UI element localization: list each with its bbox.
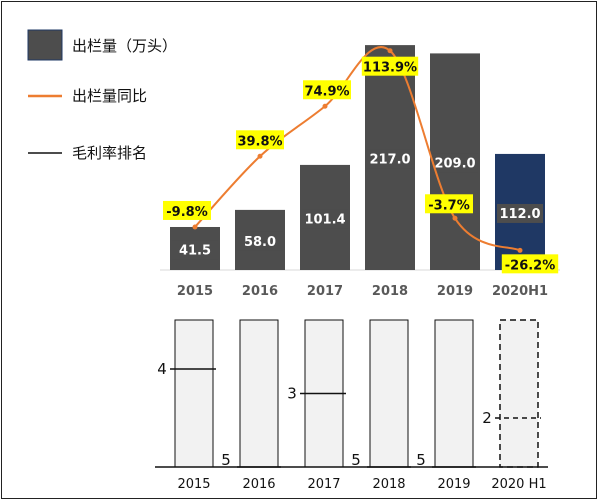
upper-x-tick: 2018 (372, 284, 408, 299)
volume-label-bg (497, 203, 543, 223)
yoy-label-bg (501, 254, 559, 274)
volume-label-bg (432, 153, 478, 173)
yoy-point (192, 224, 198, 230)
legend-volume-swatch (27, 29, 63, 61)
lower-x-tick: 2016 (242, 477, 275, 492)
rank-box (369, 319, 409, 468)
yoy-label-bg (163, 200, 211, 220)
upper-x-tick: 2015 (177, 284, 213, 299)
yoy-point (387, 48, 393, 54)
lower-x-tick: 2020 H1 (491, 477, 546, 492)
yoy-label-bg (361, 56, 419, 76)
rank-box (499, 319, 539, 468)
yoy-point (517, 247, 523, 253)
legend-rank-label: 毛利率排名 (72, 144, 147, 162)
yoy-point (257, 153, 263, 159)
yoy-label-bg (236, 130, 284, 150)
yoy-value-label: 39.8% (237, 134, 282, 149)
rank-value-label: 2 (482, 409, 492, 427)
upper-chart: 41.5 58.0 101.4 217.0 209.0 112.0 -9.8% 39.8% 74… (160, 45, 560, 299)
rank-box (174, 319, 214, 468)
volume-value-label: 112.0 (499, 207, 540, 222)
volume-value-label: 101.4 (304, 212, 345, 227)
volume-label-bg (172, 240, 218, 260)
rank-value-label: 5 (351, 451, 361, 469)
legend-volume-label: 出栏量（万头） (72, 37, 177, 55)
legend-yoy-label: 出栏量同比 (72, 87, 147, 105)
rank-value-label: 5 (416, 451, 426, 469)
volume-label-bg (237, 231, 283, 251)
lower-x-tick: 2017 (307, 477, 340, 492)
lower-chart: 4 5 3 5 5 2 2015 2016 2017 2018 2019 2020 H1 (155, 319, 548, 492)
volume-value-label: 209.0 (434, 157, 475, 172)
yoy-value-label: -3.7% (428, 198, 469, 213)
upper-x-tick: 2017 (307, 284, 343, 299)
upper-x-tick: 2016 (242, 284, 278, 299)
volume-label-bg (302, 209, 348, 229)
yoy-point (322, 103, 328, 109)
lower-x-tick: 2015 (177, 477, 210, 492)
yoy-point (452, 215, 458, 221)
rank-box (434, 319, 474, 468)
upper-x-tick: 2020H1 (492, 284, 548, 299)
upper-x-tick: 2019 (437, 284, 473, 299)
yoy-label-bg (425, 194, 473, 214)
volume-value-label: 217.0 (369, 153, 410, 168)
yoy-label-bg (303, 80, 351, 100)
volume-label-bg (367, 149, 413, 169)
rank-value-label: 4 (157, 360, 167, 378)
lower-x-tick: 2018 (372, 477, 405, 492)
yoy-value-label: 74.9% (304, 84, 349, 99)
rank-value-label: 3 (287, 385, 297, 403)
volume-value-label: 41.5 (179, 243, 211, 258)
legend: 出栏量（万头） 出栏量同比 毛利率排名 (27, 29, 177, 162)
rank-value-label: 5 (221, 451, 231, 469)
rank-box (239, 319, 279, 468)
lower-x-tick: 2019 (437, 477, 470, 492)
volume-value-label: 58.0 (244, 235, 276, 250)
yoy-value-label: -9.8% (166, 205, 207, 220)
yoy-value-label: -26.2% (505, 258, 556, 273)
yoy-value-label: 113.9% (363, 61, 417, 76)
